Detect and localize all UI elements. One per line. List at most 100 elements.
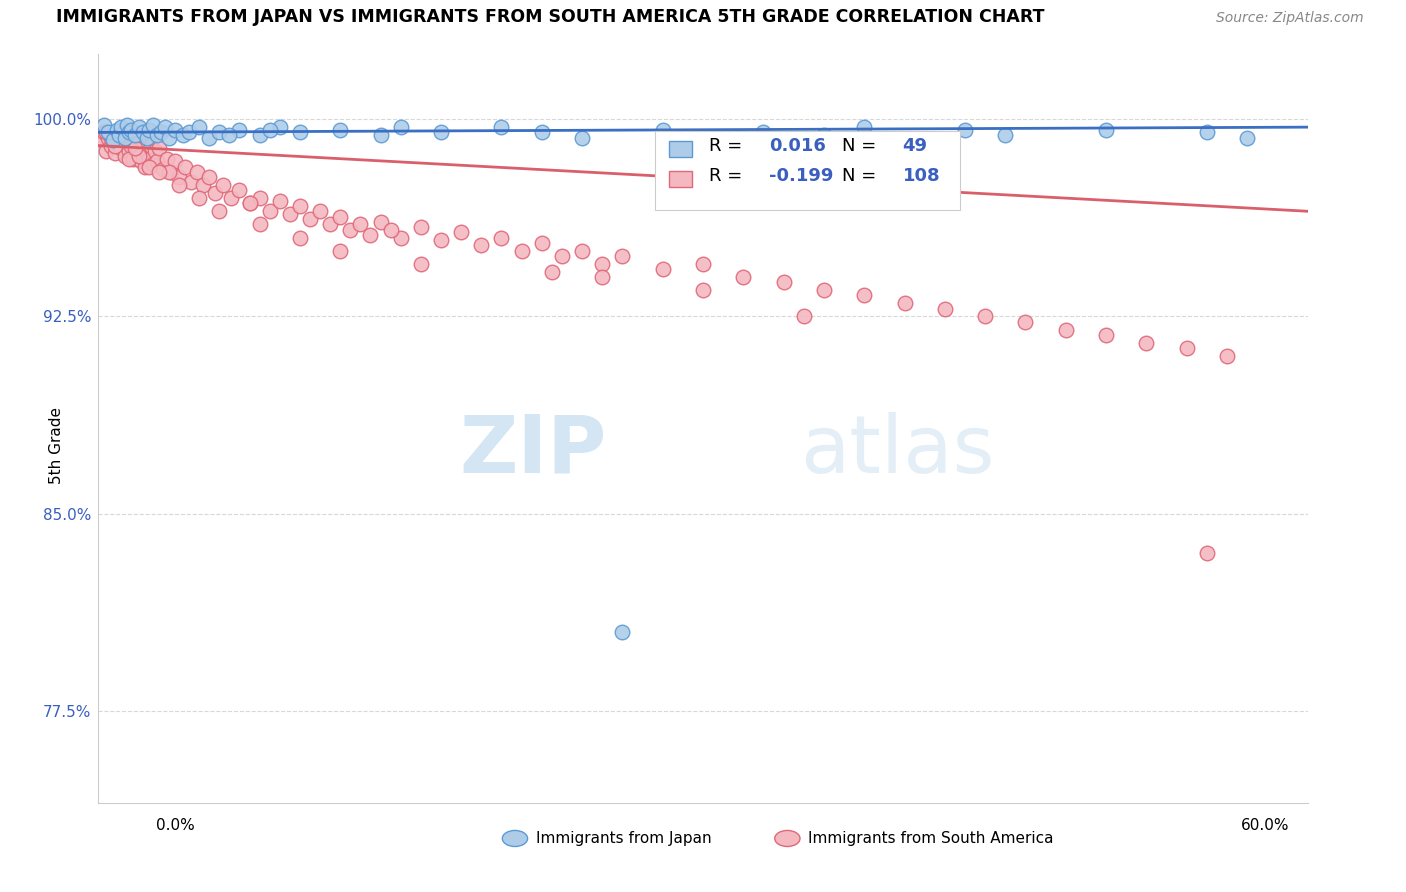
Point (96, 144, 118, 158)
Point (138, 152, 160, 166)
Point (186, 165, 208, 179)
Point (167, 178, 190, 192)
Point (156, 152, 179, 166)
Point (97, 125, 120, 139)
Point (93, 125, 115, 139)
Point (121, 152, 143, 166)
Point (1014, 315, 1036, 329)
Point (124, 141, 146, 155)
Point (329, 122, 352, 136)
Text: ZIP: ZIP (458, 411, 606, 490)
Point (110, 141, 132, 155)
Point (571, 244, 593, 258)
Point (1135, 335, 1157, 350)
Point (114, 130, 136, 145)
Point (430, 125, 453, 139)
Point (96, 125, 118, 139)
Point (208, 204, 231, 219)
Point (103, 138, 125, 153)
Point (188, 191, 211, 205)
Point (128, 120, 150, 135)
Point (163, 122, 186, 136)
Point (180, 175, 202, 189)
Point (1216, 349, 1239, 363)
Point (135, 130, 157, 145)
Point (146, 154, 169, 169)
Point (120, 138, 142, 153)
Point (591, 270, 613, 285)
Point (107, 125, 129, 139)
Point (103, 146, 125, 161)
Text: R =: R = (709, 168, 748, 186)
Point (530, 235, 553, 250)
Point (105, 136, 128, 150)
Point (360, 227, 382, 242)
Point (172, 128, 194, 142)
Point (153, 120, 176, 135)
Point (152, 162, 174, 177)
Point (994, 128, 1017, 142)
Point (120, 122, 142, 136)
Point (198, 170, 221, 185)
Point (142, 157, 165, 171)
Point (128, 130, 150, 145)
Point (148, 165, 170, 179)
Point (269, 194, 291, 208)
Point (228, 122, 250, 136)
Point (101, 133, 124, 147)
Point (309, 204, 332, 219)
Point (149, 125, 172, 139)
Point (934, 301, 956, 316)
Point (167, 170, 190, 185)
Point (138, 160, 160, 174)
Point (124, 136, 146, 150)
Point (138, 122, 160, 136)
Point (893, 296, 915, 310)
Point (793, 310, 815, 324)
Point (772, 275, 794, 289)
Point (752, 125, 775, 139)
Point (135, 146, 157, 161)
Point (212, 178, 235, 192)
Point (163, 154, 186, 169)
Point (208, 125, 231, 139)
Point (1175, 341, 1198, 355)
Point (91, 133, 114, 147)
Point (249, 191, 271, 205)
Point (1095, 327, 1118, 342)
Point (111, 133, 134, 147)
Point (278, 207, 301, 221)
Text: atlas: atlas (800, 411, 994, 490)
Point (1054, 322, 1077, 336)
Point (370, 215, 392, 229)
Point (491, 230, 513, 244)
Point (239, 196, 262, 211)
Point (409, 257, 432, 271)
Point (118, 125, 141, 139)
Point (491, 120, 513, 135)
Point (319, 218, 342, 232)
Point (380, 222, 402, 236)
Point (157, 165, 180, 179)
Point (1236, 130, 1258, 145)
Point (118, 144, 141, 158)
Point (430, 233, 453, 247)
Point (692, 283, 714, 297)
Point (239, 196, 262, 211)
Text: IMMIGRANTS FROM JAPAN VS IMMIGRANTS FROM SOUTH AMERICA 5TH GRADE CORRELATION CHA: IMMIGRANTS FROM JAPAN VS IMMIGRANTS FROM… (56, 8, 1045, 26)
Point (551, 249, 574, 263)
Point (179, 125, 201, 139)
Point (510, 244, 533, 258)
Text: 60.0%: 60.0% (1241, 818, 1289, 832)
Point (100, 130, 122, 145)
Point (105, 122, 128, 136)
Point (591, 257, 613, 271)
Text: Immigrants from Japan: Immigrants from Japan (536, 831, 711, 846)
Text: Source: ZipAtlas.com: Source: ZipAtlas.com (1216, 12, 1364, 25)
Point (204, 186, 226, 200)
Point (143, 144, 166, 158)
Point (101, 128, 124, 142)
Point (1195, 546, 1218, 560)
Point (269, 120, 291, 135)
Point (198, 130, 221, 145)
